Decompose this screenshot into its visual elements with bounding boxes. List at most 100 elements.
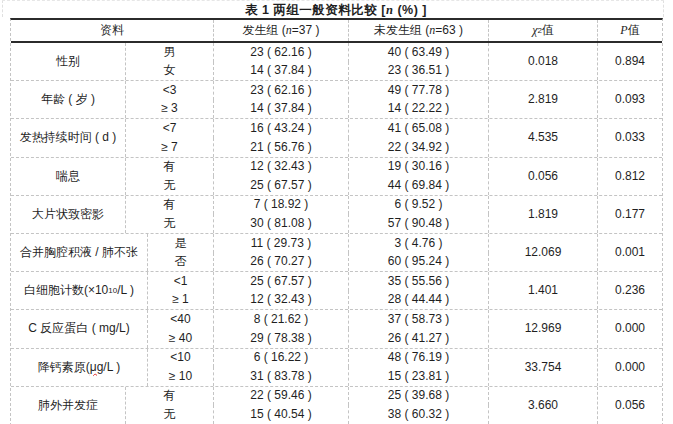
value-cell: 26 ( 70.27 ) (214, 253, 349, 272)
row-sub-label: <7 (126, 119, 214, 138)
table-row-group-wheezing: 喘息 有 12 ( 32.43 ) 19 ( 30.16 ) 无 25 ( 67… (11, 158, 662, 196)
p-value: 0.000 (598, 310, 662, 347)
chi2-value: 12.069 (489, 234, 598, 271)
value-cell: 29 ( 78.38 ) (214, 329, 349, 348)
row-label: 合并胸腔积液 / 肺不张 (11, 234, 148, 271)
row-label: 降钙素原(μg/L ) (11, 349, 148, 386)
table-title-text: 表 1 两组一般资料比较 [ (245, 3, 386, 17)
row-label: 发热持续时间 ( d ) (11, 119, 126, 156)
p-value: 0.000 (598, 349, 662, 386)
value-cell: 40 ( 63.49 ) (349, 43, 489, 62)
row-sub-label: 女 (126, 62, 214, 81)
spellcheck-underline: μg (90, 361, 104, 374)
row-sub-label: 有 (126, 158, 214, 177)
row-sub-label: ≥ 40 (148, 329, 214, 348)
row-sub-label: <10 (148, 349, 214, 368)
chi2-value: 0.056 (489, 158, 598, 195)
row-sub-label: ≥ 7 (126, 138, 214, 157)
table-title: 表 1 两组一般资料比较 [n (%) ] (10, 2, 662, 19)
chi2-value: 1.819 (489, 196, 598, 233)
chi2-value: 4.535 (489, 119, 598, 156)
p-value: 0.894 (598, 43, 662, 80)
table-row-group-wbc-count: 白细胞计数(×1010/L ) <1 25 ( 67.57 ) 35 ( 55.… (11, 272, 662, 310)
row-sub-label: ≥ 3 (126, 100, 214, 119)
value-cell: 48 ( 76.19 ) (349, 349, 489, 368)
value-cell: 22 ( 59.46 ) (214, 387, 349, 406)
header-col-p: P值 (598, 20, 662, 41)
row-sub-label: 男 (126, 43, 214, 62)
value-cell: 25 ( 67.57 ) (214, 272, 349, 291)
row-sub-label: 无 (126, 405, 214, 424)
value-cell: 12 ( 32.43 ) (214, 158, 349, 177)
row-sub-label: <1 (148, 272, 214, 291)
header-col-data: 资料 (11, 20, 214, 41)
row-sub-label: <3 (126, 81, 214, 100)
row-sub-label: 否 (148, 253, 214, 272)
row-sub-label: 无 (126, 176, 214, 195)
header-col-chi2: χ2值 (489, 20, 598, 41)
stats-table: 资料 发生组 ( n=37 ) 未发生组 ( n=63 ) χ2值 P值 性别 … (10, 18, 663, 424)
value-cell: 15 ( 23.81 ) (349, 367, 489, 386)
p-value: 0.177 (598, 196, 662, 233)
row-sub-label: ≥ 10 (148, 367, 214, 386)
value-cell: 22 ( 34.92 ) (349, 138, 489, 157)
row-sub-label: ≥ 1 (148, 291, 214, 310)
value-cell: 6 ( 9.52 ) (349, 196, 489, 215)
value-cell: 19 ( 30.16 ) (349, 158, 489, 177)
row-label: 肺外并发症 (11, 387, 126, 424)
value-cell: 25 ( 39.68 ) (349, 387, 489, 406)
value-cell: 35 ( 55.56 ) (349, 272, 489, 291)
row-sub-label: 无 (126, 214, 214, 233)
p-value: 0.056 (598, 387, 662, 424)
table-header-row: 资料 发生组 ( n=37 ) 未发生组 ( n=63 ) χ2值 P值 (11, 20, 662, 43)
row-label: 性别 (11, 43, 126, 80)
value-cell: 31 ( 83.78 ) (214, 367, 349, 386)
row-sub-label: <40 (148, 310, 214, 329)
value-cell: 44 ( 69.84 ) (349, 176, 489, 195)
table-row-group-crp: C 反应蛋白 ( mg/L) <40 8 ( 21.62 ) 37 ( 58.7… (11, 310, 662, 348)
value-cell: 14 ( 37.84 ) (214, 62, 349, 81)
row-sub-label: 有 (126, 387, 214, 406)
value-cell: 28 ( 44.44 ) (349, 291, 489, 310)
value-cell: 49 ( 77.78 ) (349, 81, 489, 100)
value-cell: 12 ( 32.43 ) (214, 291, 349, 310)
p-value: 0.236 (598, 272, 662, 309)
document-page: { "title": { "pre": "表 1 两组一般资料比较 [", "n… (0, 0, 673, 424)
header-col-non-occurrence-group: 未发生组 ( n=63 ) (349, 20, 489, 41)
row-sub-label: 有 (126, 196, 214, 215)
value-cell: 25 ( 67.57 ) (214, 176, 349, 195)
row-label: 大片状致密影 (11, 196, 126, 233)
value-cell: 57 ( 90.48 ) (349, 214, 489, 233)
table-row-group-pleural-effusion: 合并胸腔积液 / 肺不张 是 11 ( 29.73 ) 3 ( 4.76 ) 否… (11, 234, 662, 272)
row-sub-label: 是 (148, 234, 214, 253)
value-cell: 7 ( 18.92 ) (214, 196, 349, 215)
row-label: C 反应蛋白 ( mg/L) (11, 310, 148, 347)
chi2-value: 1.401 (489, 272, 598, 309)
value-cell: 60 ( 95.24 ) (349, 253, 489, 272)
value-cell: 21 ( 56.76 ) (214, 138, 349, 157)
value-cell: 6 ( 16.22 ) (214, 349, 349, 368)
table-title-post: (%) ] (393, 3, 427, 17)
chi2-value: 2.819 (489, 81, 598, 118)
header-col-occurrence-group: 发生组 ( n=37 ) (214, 20, 349, 41)
chi2-value: 12.969 (489, 310, 598, 347)
value-cell: 41 ( 65.08 ) (349, 119, 489, 138)
value-cell: 38 ( 60.32 ) (349, 405, 489, 424)
value-cell: 14 ( 37.84 ) (214, 100, 349, 119)
row-label: 白细胞计数(×1010/L ) (11, 272, 148, 309)
chi2-value: 0.018 (489, 43, 598, 80)
value-cell: 30 ( 81.08 ) (214, 214, 349, 233)
p-value: 0.093 (598, 81, 662, 118)
value-cell: 23 ( 62.16 ) (214, 81, 349, 100)
value-cell: 11 ( 29.73 ) (214, 234, 349, 253)
table-row-group-large-patchy-shadow: 大片状致密影 有 7 ( 18.92 ) 6 ( 9.52 ) 无 30 ( 8… (11, 196, 662, 234)
table-row-group-procalcitonin: 降钙素原(μg/L ) <10 6 ( 16.22 ) 48 ( 76.19 )… (11, 349, 662, 387)
row-label: 喘息 (11, 158, 126, 195)
value-cell: 26 ( 41.27 ) (349, 329, 489, 348)
value-cell: 15 ( 40.54 ) (214, 405, 349, 424)
p-value: 0.033 (598, 119, 662, 156)
value-cell: 37 ( 58.73 ) (349, 310, 489, 329)
table-row-group-fever-duration: 发热持续时间 ( d ) <7 16 ( 43.24 ) 41 ( 65.08 … (11, 119, 662, 157)
value-cell: 23 ( 36.51 ) (349, 62, 489, 81)
value-cell: 23 ( 62.16 ) (214, 43, 349, 62)
